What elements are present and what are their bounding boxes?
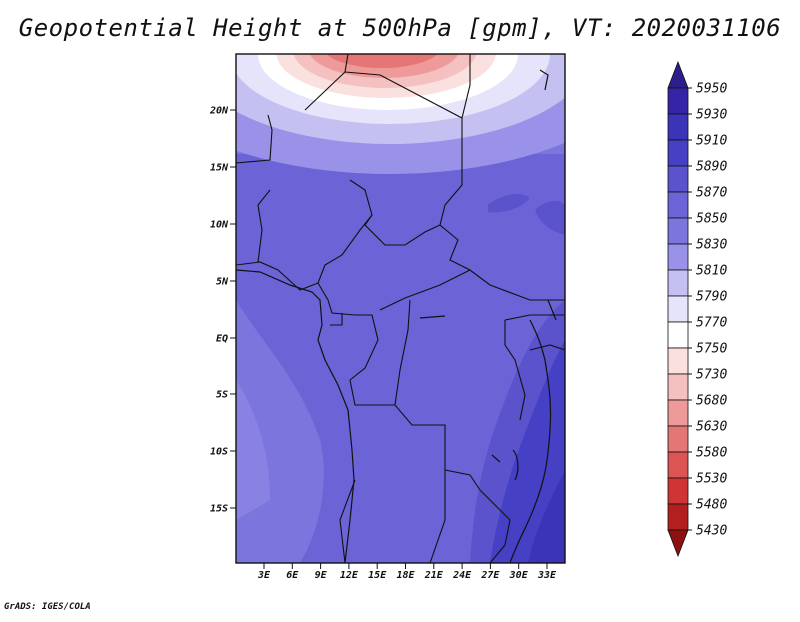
lat-tick-label: 5N: [216, 277, 229, 288]
colorbar-level-label: 5910: [696, 134, 727, 149]
colorbar-swatch: [667, 243, 689, 271]
credit-footer: GrADS: IGES/COLA: [4, 602, 91, 612]
colorbar-level-label: 5770: [696, 316, 727, 331]
colorbar-level-label: 5730: [696, 368, 727, 383]
colorbar-legend: 5950 5930 5910 5890 5870 5850 5830 5810 5790 5770…: [667, 60, 727, 558]
colorbar-swatch: [667, 269, 689, 297]
lat-tick-label: 5S: [216, 390, 228, 401]
colorbar-level-label: 5580: [696, 446, 727, 461]
lon-tick-label: 24E: [452, 570, 472, 581]
colorbar-level-label: 5810: [696, 264, 727, 279]
colorbar-swatch: [667, 295, 689, 323]
colorbar-swatch: [667, 451, 689, 479]
lat-tick-label: EQ: [216, 334, 228, 345]
colorbar-swatch: [667, 477, 689, 505]
colorbar-level-label: 5950: [696, 82, 727, 97]
colorbar-level-label: 5680: [696, 394, 727, 409]
colorbar-swatch: [667, 60, 689, 89]
lon-tick-label: 9E: [315, 570, 328, 581]
lon-tick-label: 3E: [257, 570, 271, 581]
colorbar-level-label: 5480: [696, 498, 727, 513]
height-field-map: [236, 54, 565, 563]
country-borders: [236, 54, 565, 563]
chart-title: Geopotential Height at 500hPa [gpm], VT:…: [18, 14, 782, 42]
colorbar-level-label: 5930: [696, 108, 727, 123]
colorbar-level-label: 5530: [696, 472, 727, 487]
colorbar-swatch: [667, 217, 689, 245]
lat-tick-label: 20N: [209, 106, 229, 117]
latitude-axis: 20N 15N 10N 5N EQ 5S 10S 15S: [209, 106, 236, 515]
colorbar-level-label: 5750: [696, 342, 727, 357]
colorbar-swatch: [667, 321, 689, 349]
colorbar-swatch: [667, 87, 689, 115]
lon-tick-label: 12E: [340, 570, 359, 581]
lon-tick-label: 30E: [509, 570, 529, 581]
map-frame: [235, 53, 566, 564]
colorbar-level-label: 5850: [696, 212, 727, 227]
lon-tick-label: 33E: [537, 570, 557, 581]
colorbar-swatch: [667, 529, 689, 558]
colorbar-swatch: [667, 425, 689, 453]
colorbar-swatch: [667, 373, 689, 401]
colorbar-swatch: [667, 113, 689, 141]
lon-tick-label: 21E: [424, 570, 444, 581]
colorbar-swatch: [667, 503, 689, 531]
colorbar-swatch: [667, 139, 689, 167]
lon-tick-label: 6E: [286, 570, 299, 581]
colorbar-level-label: 5630: [696, 420, 727, 435]
lon-tick-label: 27E: [480, 570, 500, 581]
colorbar-swatch: [667, 347, 689, 375]
colorbar-level-label: 5430: [696, 524, 727, 539]
colorbar-swatch: [667, 191, 689, 219]
colorbar-level-label: 5790: [696, 290, 727, 305]
colorbar-swatch: [667, 399, 689, 427]
lat-tick-label: 15N: [210, 163, 229, 174]
colorbar-level-label: 5830: [696, 238, 727, 253]
longitude-axis: 3E 6E 9E 12E 15E 18E 21E 24E 27E 30E 33E: [257, 563, 557, 581]
lat-tick-label: 10S: [210, 447, 228, 458]
lon-tick-label: 15E: [368, 570, 387, 581]
colorbar-swatch: [667, 165, 689, 193]
coastline: [236, 69, 557, 563]
colorbar-level-label: 5870: [696, 186, 727, 201]
lon-tick-label: 18E: [396, 570, 415, 581]
colorbar-level-label: 5890: [696, 160, 727, 175]
lat-tick-label: 10N: [210, 220, 229, 231]
lat-tick-label: 15S: [210, 504, 228, 515]
